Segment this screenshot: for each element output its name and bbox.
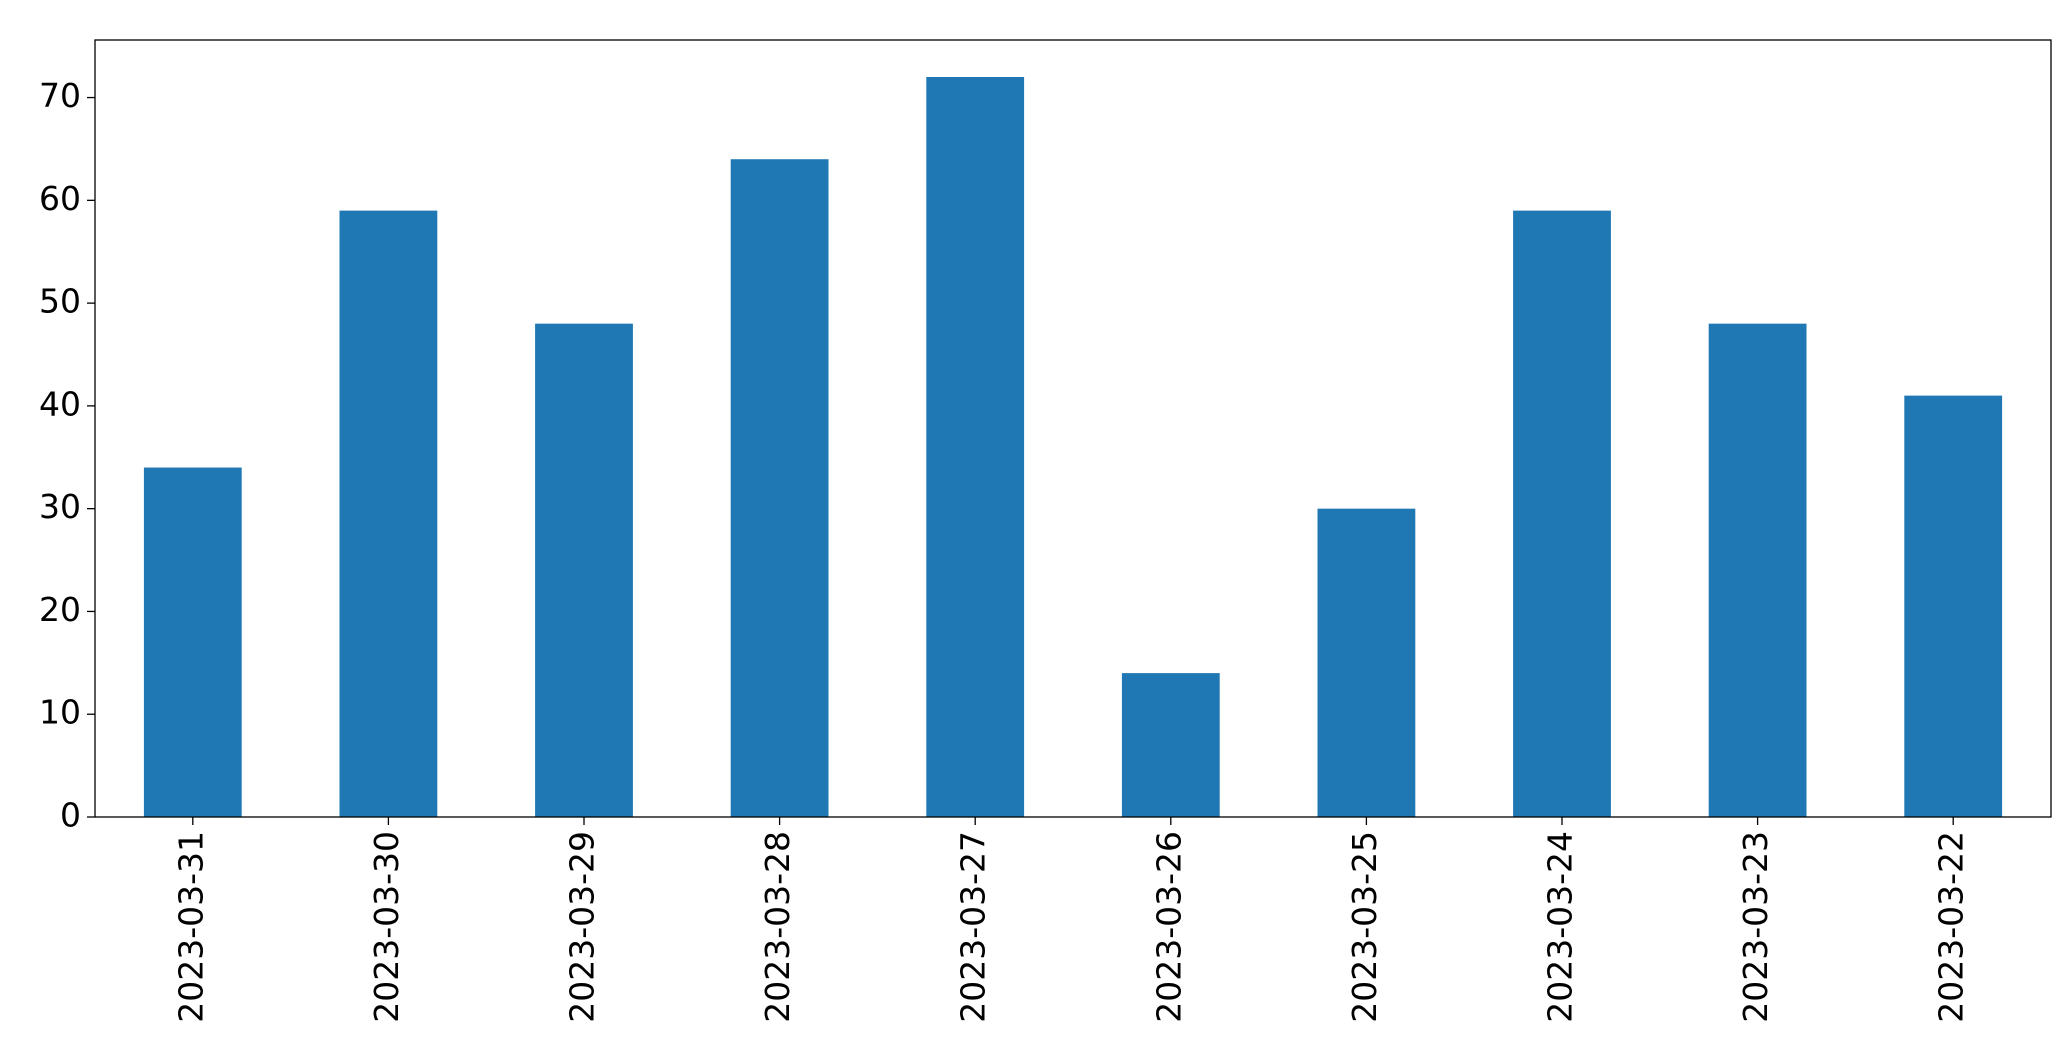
plot-frame [94,39,2052,818]
x-tick-label: 2023-03-25 [1345,831,1384,1023]
y-tick-label: 60 [39,179,81,218]
x-tick-label: 2023-03-24 [1541,831,1580,1023]
bar [1904,395,2003,817]
bar [1513,210,1611,818]
y-tick-label: 50 [39,282,81,321]
bar [1708,323,1807,817]
x-tick-label: 2023-03-23 [1736,831,1775,1023]
x-tick-label: 2023-03-29 [563,831,602,1023]
x-tick-label: 2023-03-26 [1149,831,1188,1023]
x-tick-label: 2023-03-27 [954,831,993,1023]
y-tick-label: 70 [39,76,81,115]
y-tick-label: 10 [39,693,81,732]
y-tick-label: 0 [60,796,81,835]
bar [926,77,1025,817]
y-tick-label: 40 [39,384,81,423]
x-tick-label: 2023-03-30 [367,831,406,1023]
x-tick-label: 2023-03-31 [171,831,210,1023]
bar [535,323,633,817]
bar [143,467,242,817]
x-tick-label: 2023-03-22 [1932,831,1971,1023]
x-tick-label: 2023-03-28 [758,831,797,1023]
bar [1121,673,1220,817]
bar [730,159,829,817]
y-tick-label: 30 [39,487,81,526]
bar [1317,508,1416,817]
y-tick-label: 20 [39,590,81,629]
bar [339,210,438,818]
